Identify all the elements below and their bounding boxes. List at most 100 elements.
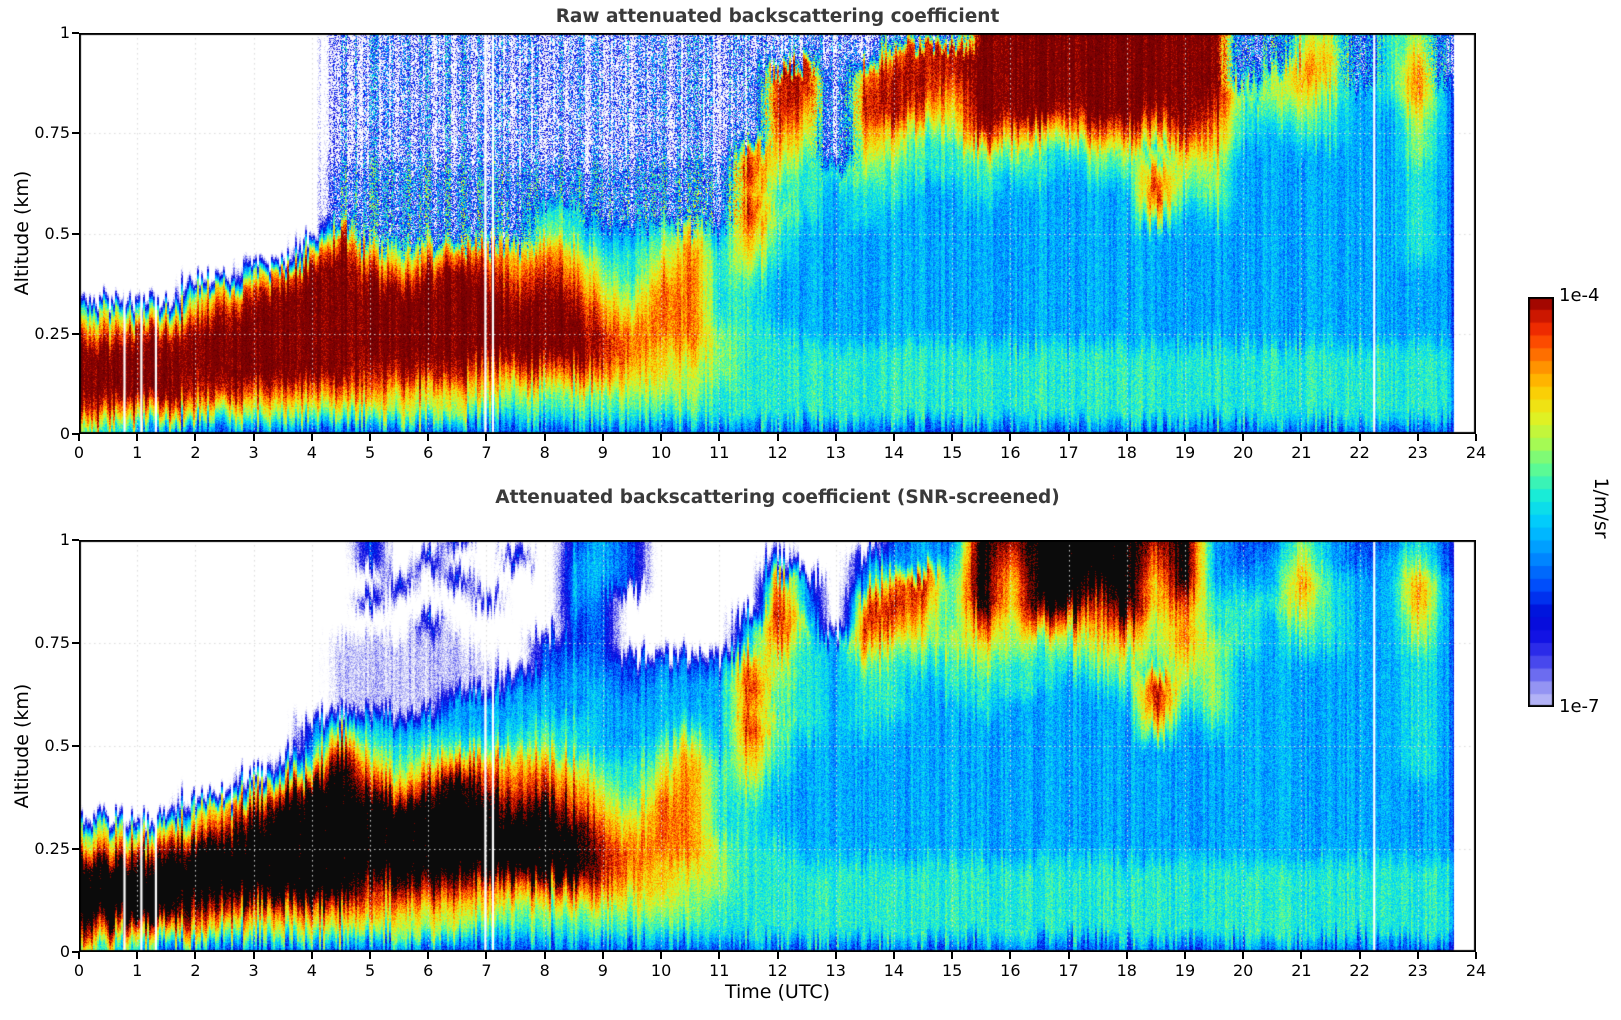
y-tick-mark (72, 433, 79, 435)
x-tick-label: 16 (1000, 961, 1021, 980)
x-tick-mark (660, 434, 663, 441)
x-tick-mark (485, 952, 488, 959)
x-tick-mark (892, 952, 895, 959)
x-tick-mark (951, 952, 954, 959)
x-tick-mark (601, 434, 604, 441)
x-tick-mark (485, 434, 488, 441)
colorbar-min-label: 1e-7 (1559, 696, 1600, 717)
x-tick-mark (1125, 434, 1128, 441)
colorbar-max-label: 1e-4 (1559, 285, 1600, 306)
x-tick-mark (136, 952, 139, 959)
x-tick-label: 15 (941, 443, 963, 462)
y-tick-label: 0.75 (34, 633, 70, 652)
x-tick-label: 10 (650, 961, 672, 980)
x-tick-label: 11 (709, 961, 730, 980)
x-tick-mark (1242, 434, 1245, 441)
colorbar-unit-label: 1/m/sr (1590, 477, 1612, 539)
y-tick-label: 0.25 (34, 323, 70, 343)
x-tick-label: 4 (306, 443, 317, 462)
x-tick-mark (892, 434, 895, 441)
x-tick-label: 10 (650, 443, 672, 462)
x-tick-label: 7 (481, 443, 492, 462)
x-tick-mark (660, 952, 663, 959)
x-tick-mark (1009, 434, 1012, 441)
x-tick-label: 18 (1116, 443, 1137, 462)
colorbar (1528, 297, 1554, 707)
x-tick-label: 14 (883, 443, 905, 462)
x-tick-label: 0 (73, 443, 85, 462)
x-tick-mark (194, 434, 197, 441)
x-tick-label: 13 (825, 961, 846, 980)
x-tick-mark (252, 952, 255, 959)
y-tick-mark (72, 951, 79, 953)
x-tick-mark (1242, 952, 1245, 959)
x-tick-mark (194, 952, 197, 959)
x-tick-mark (776, 434, 779, 441)
x-tick-mark (834, 952, 837, 959)
x-tick-mark (1125, 952, 1128, 959)
x-tick-mark (310, 434, 313, 441)
x-tick-label: 5 (364, 961, 376, 980)
x-tick-label: 22 (1349, 961, 1370, 980)
x-tick-label: 6 (423, 443, 434, 462)
raw-backscatter-heatmap (79, 33, 1476, 434)
x-tick-mark (1416, 952, 1419, 959)
x-tick-label: 23 (1407, 961, 1428, 980)
x-tick-mark (427, 434, 430, 441)
x-tick-label: 19 (1174, 961, 1196, 980)
y-tick-mark (72, 848, 79, 850)
x-tick-mark (718, 434, 721, 441)
x-tick-mark (78, 952, 80, 959)
x-tick-label: 12 (767, 443, 788, 462)
x-tick-label: 17 (1058, 961, 1079, 980)
y-tick-mark (72, 132, 79, 135)
x-axis-label: Time (UTC) (724, 981, 831, 1003)
x-tick-label: 2 (190, 961, 201, 980)
x-tick-label: 22 (1349, 443, 1370, 462)
x-tick-mark (834, 434, 837, 441)
x-tick-mark (1475, 434, 1477, 441)
x-tick-mark (1475, 952, 1477, 959)
x-tick-mark (136, 434, 139, 441)
panel2-title: Attenuated backscattering coefficient (S… (495, 487, 1060, 508)
x-tick-label: 12 (767, 961, 788, 980)
panel1-title: Raw attenuated backscattering coefficien… (555, 6, 1000, 27)
x-tick-label: 16 (1000, 443, 1021, 462)
y-tick-mark (72, 332, 79, 335)
x-tick-label: 0 (73, 961, 85, 980)
x-tick-mark (543, 952, 546, 959)
x-tick-label: 21 (1291, 961, 1312, 980)
x-tick-label: 6 (423, 961, 434, 980)
x-tick-mark (1067, 952, 1070, 959)
x-tick-mark (1067, 434, 1070, 441)
x-tick-label: 7 (481, 961, 492, 980)
x-tick-label: 3 (248, 443, 259, 462)
x-tick-mark (1300, 434, 1303, 441)
x-tick-label: 5 (364, 443, 376, 462)
x-tick-label: 1 (132, 961, 143, 980)
x-tick-label: 9 (597, 961, 608, 980)
x-tick-label: 4 (306, 961, 317, 980)
x-tick-mark (252, 434, 255, 441)
x-tick-mark (776, 952, 779, 959)
y-tick-label: 0.5 (44, 736, 70, 755)
y-tick-label: 1 (59, 23, 70, 42)
x-tick-mark (1358, 952, 1361, 959)
x-tick-mark (1358, 434, 1361, 441)
x-tick-label: 24 (1465, 443, 1487, 462)
x-tick-mark (427, 952, 430, 959)
x-tick-mark (1183, 952, 1186, 959)
y-tick-mark (72, 539, 79, 541)
x-tick-label: 24 (1465, 961, 1487, 980)
y-tick-mark (72, 232, 79, 235)
x-tick-label: 23 (1407, 443, 1428, 462)
x-tick-mark (543, 434, 546, 441)
y-tick-mark (72, 642, 79, 644)
x-tick-label: 1 (132, 443, 143, 462)
x-tick-label: 11 (709, 443, 730, 462)
y-tick-label: 0 (59, 942, 70, 961)
y-tick-label: 0 (59, 424, 70, 443)
x-tick-mark (369, 434, 372, 441)
y-tick-label: 0.75 (34, 123, 70, 143)
